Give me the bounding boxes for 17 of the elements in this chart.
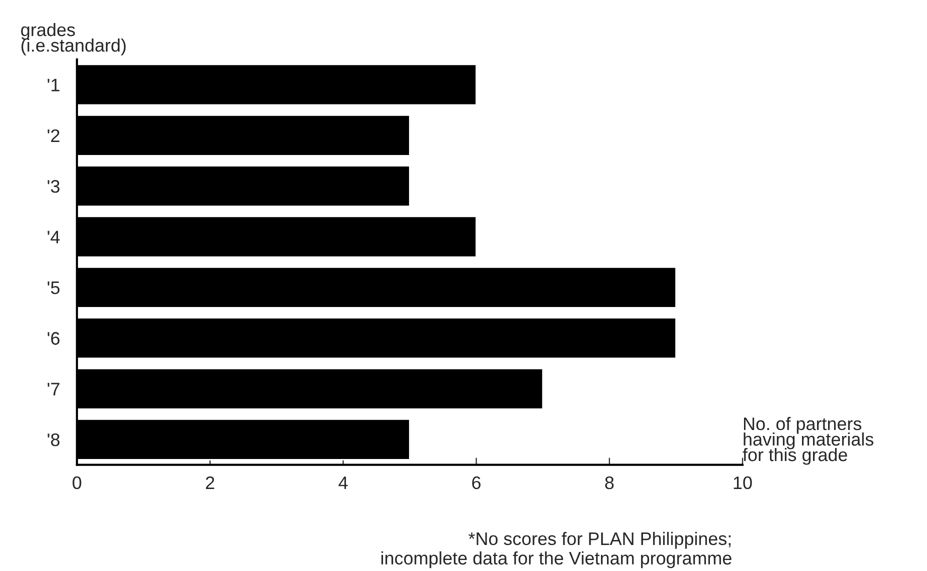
x-tick-label: 4: [338, 476, 348, 489]
y-tick-label: '1: [48, 78, 60, 92]
y-tick-label: '4: [48, 230, 60, 244]
y-tick-label: '7: [48, 382, 60, 396]
y-axis-title: grades (i.e.standard): [21, 22, 126, 56]
y-tick-label: '5: [48, 282, 60, 294]
y-tick-label: '2: [48, 129, 60, 142]
x-tick-label: 0: [72, 476, 82, 490]
x-axis-title: No. of partners having materials for this grade: [742, 416, 874, 465]
y-tick-label: '6: [48, 332, 60, 345]
x-tick-label: 8: [605, 476, 614, 490]
x-tick-label: 2: [206, 476, 214, 489]
text: *No scores for PLAN Philippines; incomplete data for the Vietnam programme: [381, 532, 732, 568]
y-tick-label: '8: [48, 433, 60, 446]
y-tick-label: '3: [48, 180, 60, 193]
x-tick-label: 6: [472, 476, 481, 490]
x-tick-label: 10: [734, 476, 752, 490]
